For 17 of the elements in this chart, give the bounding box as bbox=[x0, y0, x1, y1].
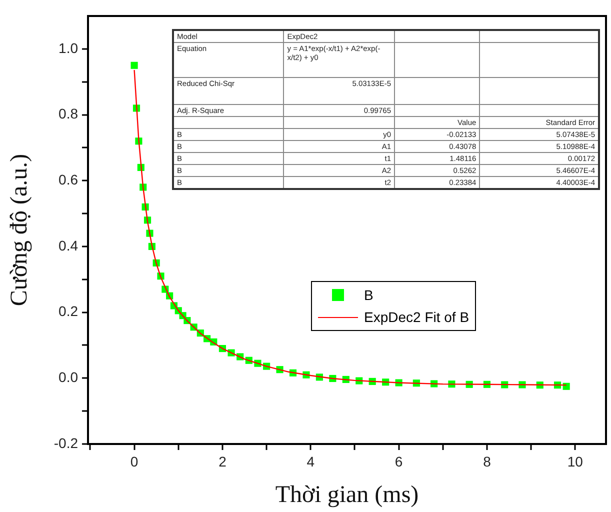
x-tick-label: 8 bbox=[483, 453, 492, 470]
legend-label: B bbox=[364, 287, 374, 303]
y-tick-label: 0.0 bbox=[58, 369, 78, 386]
x-axis-title: Thời gian (ms) bbox=[275, 482, 419, 508]
y-tick-label: 0.2 bbox=[58, 303, 78, 320]
y-axis-title: Cường độ (a.u.) bbox=[6, 154, 33, 306]
x-tick-label: 10 bbox=[567, 453, 584, 470]
y-tick-label: 0.6 bbox=[58, 171, 78, 188]
x-tick-label: 0 bbox=[130, 453, 138, 470]
x-tick-label: 4 bbox=[306, 453, 315, 470]
x-tick-label: 6 bbox=[394, 453, 403, 470]
x-tick-label: 2 bbox=[218, 453, 227, 470]
y-tick-label: 0.4 bbox=[58, 237, 78, 254]
y-tick-label: 1.0 bbox=[58, 40, 78, 56]
y-tick-label: 0.8 bbox=[58, 106, 78, 122]
legend-label: ExpDec2 Fit of B bbox=[364, 309, 470, 325]
y-tick-label: -0.2 bbox=[54, 434, 78, 451]
